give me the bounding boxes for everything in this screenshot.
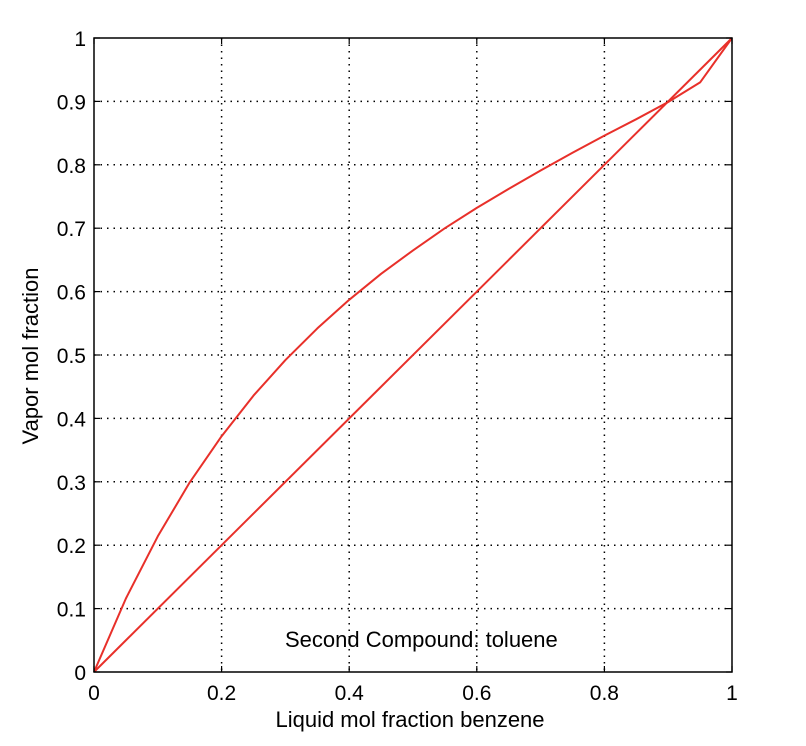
x-tick-label: 0.2 (207, 682, 236, 705)
y-tick-label: 0.3 (57, 472, 86, 495)
equilibrium-curve (93, 37, 733, 673)
x-axis-label: Liquid mol fraction benzene (275, 707, 544, 732)
x-tick-labels: 0 0.2 0.4 0.6 0.8 1 (88, 682, 738, 705)
y-tick-label: 0.1 (57, 599, 86, 622)
y-tick-label: 0.2 (57, 535, 86, 558)
y-tick-labels: 0 0.1 0.2 0.3 0.4 0.5 0.6 0.7 0.8 0.9 1 (57, 28, 87, 685)
series-layer (93, 37, 733, 673)
y-tick-label: 0 (74, 662, 86, 685)
x-tick-label: 0.8 (590, 682, 619, 705)
second-compound-annotation: Second Compound: toluene (285, 627, 558, 652)
x-tick-label: 0.4 (335, 682, 365, 705)
x-tick-label: 0.6 (462, 682, 491, 705)
y-tick-label: 0.9 (57, 91, 86, 114)
x-tick-label: 0 (88, 682, 100, 705)
y-axis-label: Vapor mol fraction (18, 268, 43, 445)
y-tick-label: 0.6 (57, 282, 86, 305)
y-tick-label: 0.5 (57, 345, 86, 368)
y-tick-label: 0.4 (57, 408, 87, 431)
y-tick-label: 1 (74, 28, 86, 51)
tick-marks (93, 37, 733, 673)
diagonal-line (93, 37, 733, 673)
x-tick-label: 1 (726, 682, 738, 705)
y-tick-label: 0.7 (57, 218, 86, 241)
y-tick-label: 0.8 (57, 155, 86, 178)
